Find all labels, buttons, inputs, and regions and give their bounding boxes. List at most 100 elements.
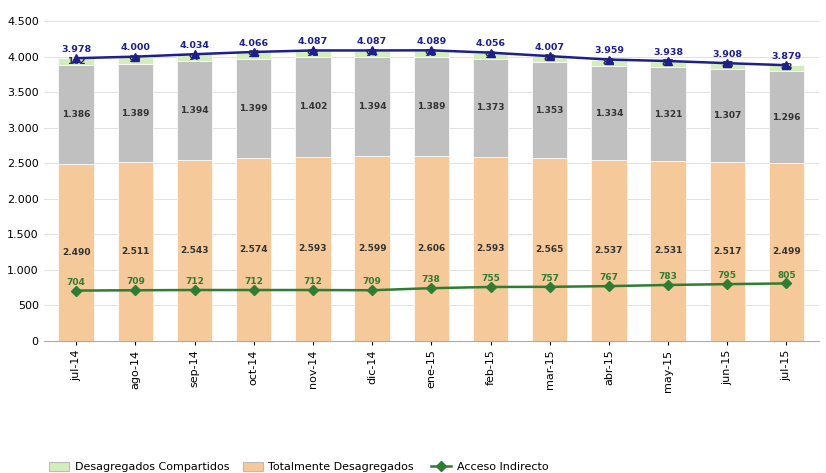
Bar xyxy=(414,57,449,156)
Text: 3.938: 3.938 xyxy=(653,48,683,57)
Text: 4.000: 4.000 xyxy=(121,44,150,53)
Bar xyxy=(532,158,567,341)
Text: 4.066: 4.066 xyxy=(239,39,268,48)
Bar xyxy=(354,51,390,57)
Text: 1.389: 1.389 xyxy=(121,108,150,117)
Text: 795: 795 xyxy=(718,271,737,280)
Bar xyxy=(117,57,153,64)
Text: 2.593: 2.593 xyxy=(477,244,505,253)
Text: 2.499: 2.499 xyxy=(772,247,801,256)
Bar xyxy=(295,57,330,157)
Text: 709: 709 xyxy=(126,277,145,286)
Text: 1.307: 1.307 xyxy=(713,111,742,120)
Text: 88: 88 xyxy=(603,58,615,67)
Text: 83: 83 xyxy=(781,63,793,72)
Text: 4.089: 4.089 xyxy=(416,37,446,46)
Bar xyxy=(295,51,330,57)
Text: 4.056: 4.056 xyxy=(476,39,506,48)
Text: 1.353: 1.353 xyxy=(535,106,564,115)
Text: 4.007: 4.007 xyxy=(534,43,565,52)
Bar xyxy=(295,157,330,341)
Legend: Desagregados Compartidos, Compartidos sin STB, Totalmente Desagregados, Total Bu: Desagregados Compartidos, Compartidos si… xyxy=(49,462,548,473)
Text: 2.565: 2.565 xyxy=(535,245,564,254)
Bar xyxy=(769,163,805,341)
Text: 1.394: 1.394 xyxy=(180,106,209,115)
Text: 102: 102 xyxy=(67,57,85,66)
Text: 2.606: 2.606 xyxy=(417,244,445,253)
Text: 755: 755 xyxy=(481,274,500,283)
Text: 2.543: 2.543 xyxy=(180,246,209,255)
Text: 712: 712 xyxy=(303,277,322,286)
Text: 709: 709 xyxy=(363,277,382,286)
Bar xyxy=(117,162,153,341)
Bar xyxy=(354,57,390,156)
Text: 805: 805 xyxy=(777,271,795,280)
Text: 712: 712 xyxy=(185,277,204,286)
Bar xyxy=(117,64,153,162)
Text: 2.490: 2.490 xyxy=(62,248,90,257)
Text: 1.373: 1.373 xyxy=(477,103,505,112)
Text: 1.389: 1.389 xyxy=(417,102,445,111)
Text: 89: 89 xyxy=(544,54,556,63)
Bar xyxy=(710,162,745,341)
Bar xyxy=(59,65,94,164)
Text: 94: 94 xyxy=(366,49,378,58)
Text: 4.034: 4.034 xyxy=(179,41,210,50)
Text: 99: 99 xyxy=(129,55,142,64)
Text: 1.321: 1.321 xyxy=(654,110,682,119)
Bar xyxy=(769,65,805,71)
Text: 738: 738 xyxy=(422,275,441,284)
Bar xyxy=(177,54,212,61)
Text: 93: 93 xyxy=(425,49,438,58)
Text: 92: 92 xyxy=(306,49,319,58)
Bar xyxy=(472,157,508,341)
Bar xyxy=(472,59,508,157)
Text: 94: 94 xyxy=(247,50,260,59)
Text: 2.517: 2.517 xyxy=(713,247,742,256)
Text: 1.296: 1.296 xyxy=(772,113,800,122)
Bar xyxy=(532,56,567,62)
Text: 1.399: 1.399 xyxy=(240,104,268,113)
Text: 4.087: 4.087 xyxy=(357,37,387,46)
Bar xyxy=(472,53,508,59)
Bar xyxy=(236,59,272,158)
Text: 3.879: 3.879 xyxy=(771,52,801,61)
Text: 757: 757 xyxy=(540,274,559,283)
Text: 85: 85 xyxy=(721,61,733,70)
Bar xyxy=(177,160,212,341)
Text: 3.978: 3.978 xyxy=(61,45,91,54)
Text: 91: 91 xyxy=(484,51,496,60)
Bar xyxy=(177,61,212,160)
Bar xyxy=(591,160,627,341)
Bar xyxy=(532,62,567,158)
Text: 1.386: 1.386 xyxy=(62,110,90,119)
Text: 2.574: 2.574 xyxy=(240,245,268,254)
Text: 2.593: 2.593 xyxy=(299,244,327,253)
Bar xyxy=(414,51,449,57)
Text: 767: 767 xyxy=(600,273,619,282)
Bar xyxy=(650,67,686,161)
Text: 4.087: 4.087 xyxy=(298,37,328,46)
Text: 2.537: 2.537 xyxy=(595,246,623,255)
Bar xyxy=(650,161,686,341)
Text: 97: 97 xyxy=(188,53,201,62)
Text: 3.959: 3.959 xyxy=(594,46,624,55)
Bar xyxy=(710,63,745,69)
Bar xyxy=(59,164,94,341)
Bar xyxy=(236,158,272,341)
Text: 2.599: 2.599 xyxy=(358,244,387,253)
Text: 3.908: 3.908 xyxy=(712,50,743,59)
Text: 1.334: 1.334 xyxy=(595,109,623,118)
Bar xyxy=(591,60,627,66)
Text: 2.531: 2.531 xyxy=(654,246,682,255)
Bar xyxy=(354,156,390,341)
Bar xyxy=(414,156,449,341)
Text: 712: 712 xyxy=(244,277,263,286)
Text: 87: 87 xyxy=(662,59,674,68)
Bar xyxy=(59,58,94,65)
Text: 783: 783 xyxy=(658,272,677,281)
Text: 2.511: 2.511 xyxy=(121,247,150,256)
Bar xyxy=(769,71,805,163)
Text: 704: 704 xyxy=(67,278,86,287)
Bar xyxy=(236,52,272,59)
